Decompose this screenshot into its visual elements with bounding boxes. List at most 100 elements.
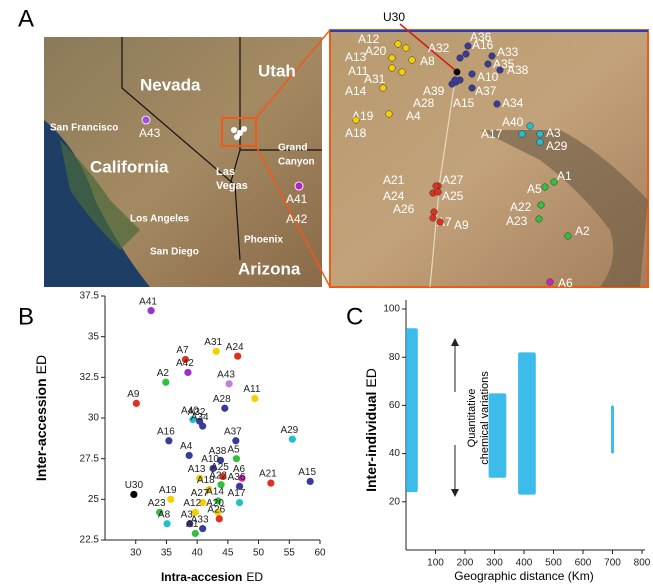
point <box>235 498 244 507</box>
zoom-point-label: A32 <box>428 41 450 55</box>
point <box>232 455 241 463</box>
map-point-label: A43 <box>139 126 161 140</box>
point-label: A21 <box>259 469 277 480</box>
zoom-point-label: A12 <box>358 32 380 46</box>
valley <box>60 140 140 250</box>
x-tick-label: 30 <box>130 548 142 559</box>
point <box>165 437 173 445</box>
x-tick-label: 200 <box>457 558 474 569</box>
map-label: Nevada <box>140 75 201 94</box>
x-tick-label: 50 <box>253 548 265 559</box>
zoom-point-label: A26 <box>393 202 415 216</box>
point-label: A32 <box>188 407 206 418</box>
axis-label-bold: Inter-individual <box>363 392 379 492</box>
zoom-point-label: A39 <box>423 84 445 98</box>
point <box>234 352 242 360</box>
zoom-point-label: A9 <box>454 218 469 232</box>
point-label: A8 <box>158 509 171 520</box>
point <box>191 529 199 538</box>
zoom-box-dots <box>231 126 247 140</box>
point-label: A22 <box>209 470 227 481</box>
map-label: Arizona <box>238 259 301 278</box>
panel-label: B <box>18 303 34 330</box>
point-label: A15 <box>298 467 316 478</box>
y-tick-label: 40 <box>389 448 401 459</box>
point-label: A28 <box>213 394 231 405</box>
point <box>215 515 223 523</box>
map-label: San Diego <box>150 247 199 258</box>
zoom-point <box>436 218 444 226</box>
map-label: Canyon <box>278 157 315 168</box>
zoom-point <box>535 215 543 223</box>
point <box>235 482 244 490</box>
point-cluster <box>518 352 536 495</box>
point-label: A7 <box>176 345 189 356</box>
zoom-point-label: A24 <box>383 189 405 203</box>
zoom-point <box>468 70 476 78</box>
point <box>251 394 259 403</box>
x-tick-label: 800 <box>634 558 651 569</box>
zoom-point-label: A21 <box>383 173 405 187</box>
zoom-point-label: A1 <box>557 169 572 183</box>
point-label: A14 <box>206 487 224 498</box>
point <box>196 474 204 482</box>
zoom-point-label: A5 <box>527 182 542 196</box>
zoom-point <box>385 110 393 118</box>
zoom-point <box>429 214 437 222</box>
point <box>267 479 275 487</box>
zoom-point-label: A38 <box>507 63 529 77</box>
point-label: A6 <box>233 464 246 475</box>
point-label: A37 <box>224 426 242 437</box>
arrow-head <box>451 489 459 497</box>
point-label: A11 <box>243 384 260 395</box>
point-label: A5 <box>227 444 240 455</box>
zoom-point <box>564 232 572 240</box>
zoom-point <box>526 122 534 130</box>
map-label: California <box>90 157 169 176</box>
point-label: A38 <box>209 446 227 457</box>
point <box>184 368 192 377</box>
zoom-point <box>464 42 472 50</box>
point-label: A9 <box>127 389 140 400</box>
point <box>199 422 207 430</box>
point-label: A4 <box>180 441 193 452</box>
x-tick-label: 40 <box>192 548 204 559</box>
zoom-point-label: A22 <box>510 200 532 214</box>
y-tick-label: 37.5 <box>80 291 100 302</box>
zoom-point <box>468 84 476 92</box>
x-tick-label: 35 <box>161 548 173 559</box>
point <box>212 347 220 355</box>
zoom-box <box>221 117 257 147</box>
zoom-point <box>451 76 459 84</box>
point-label: A10 <box>201 454 219 465</box>
zoom-point-label: A33 <box>497 45 519 59</box>
annotation: chemical variations <box>479 371 491 465</box>
point <box>189 416 197 424</box>
point-label: A40 <box>181 405 199 416</box>
zoom-point-label: A14 <box>345 84 367 98</box>
zoom-point <box>541 183 549 191</box>
zoom-point-label: A11 <box>348 64 369 78</box>
point <box>132 399 140 407</box>
point <box>167 495 175 503</box>
point-label: A34 <box>191 412 209 423</box>
zoom-point <box>408 56 416 64</box>
zoom-point-label: A10 <box>477 70 499 84</box>
x-tick-label: 45 <box>222 548 234 559</box>
zoom-point <box>493 100 501 108</box>
point <box>214 508 222 516</box>
zoom-point <box>462 50 470 58</box>
zoom-point <box>394 40 402 48</box>
point-label: A23 <box>148 498 166 509</box>
zoom-point-label: A25 <box>442 189 464 203</box>
point <box>186 520 194 528</box>
point <box>162 378 170 386</box>
zoom-point-label: A31 <box>364 72 386 86</box>
point <box>225 380 233 388</box>
point <box>306 477 314 486</box>
point-cluster <box>406 328 418 493</box>
point <box>130 490 138 499</box>
zoom-point <box>488 52 496 60</box>
zoom-point-label: U30 <box>383 10 405 24</box>
point-label: U30 <box>125 480 144 491</box>
